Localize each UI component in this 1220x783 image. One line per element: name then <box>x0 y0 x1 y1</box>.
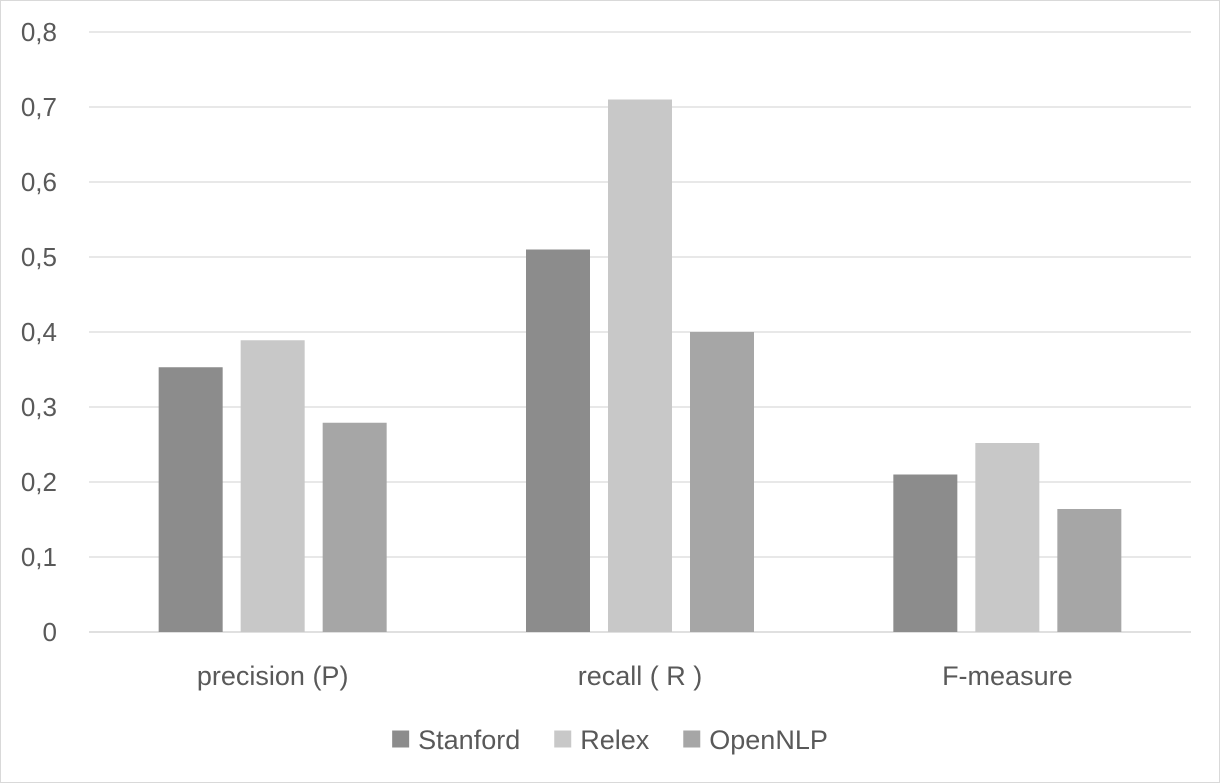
bar-stanford-1 <box>526 249 590 632</box>
x-axis-labels: precision (P) recall ( R ) F-measure <box>197 661 1073 691</box>
bar-opennlp-0 <box>322 422 387 632</box>
y-tick-label: 0,8 <box>21 17 57 47</box>
y-tick-label: 0,6 <box>21 167 57 197</box>
legend-swatch-stanford <box>392 730 410 748</box>
bar-stanford-2 <box>893 474 958 632</box>
y-axis-ticks: 0 0,1 0,2 0,3 0,4 0,5 0,6 0,7 0,8 <box>21 17 57 647</box>
bar-relex-0 <box>240 340 305 632</box>
bar-relex-2 <box>975 443 1040 632</box>
y-tick-label: 0,7 <box>21 92 57 122</box>
legend-label: Stanford <box>418 725 520 755</box>
x-category-label: F-measure <box>942 661 1073 691</box>
legend-swatch-relex <box>554 730 572 748</box>
y-tick-label: 0,5 <box>21 242 57 272</box>
bars <box>158 99 1122 632</box>
y-tick-label: 0,3 <box>21 392 57 422</box>
legend-label: Relex <box>580 725 650 755</box>
bar-opennlp-2 <box>1057 509 1122 632</box>
y-tick-label: 0 <box>43 617 57 647</box>
legend: Stanford Relex OpenNLP <box>392 725 828 755</box>
bar-relex-1 <box>608 99 672 632</box>
bar-opennlp-1 <box>690 332 754 632</box>
x-category-label: precision (P) <box>197 661 349 691</box>
y-tick-label: 0,4 <box>21 317 57 347</box>
x-category-label: recall ( R ) <box>578 661 703 691</box>
bar-stanford-0 <box>158 367 223 632</box>
legend-label: OpenNLP <box>709 725 828 755</box>
legend-swatch-opennlp <box>683 730 701 748</box>
y-tick-label: 0,1 <box>21 542 57 572</box>
y-tick-label: 0,2 <box>21 467 57 497</box>
